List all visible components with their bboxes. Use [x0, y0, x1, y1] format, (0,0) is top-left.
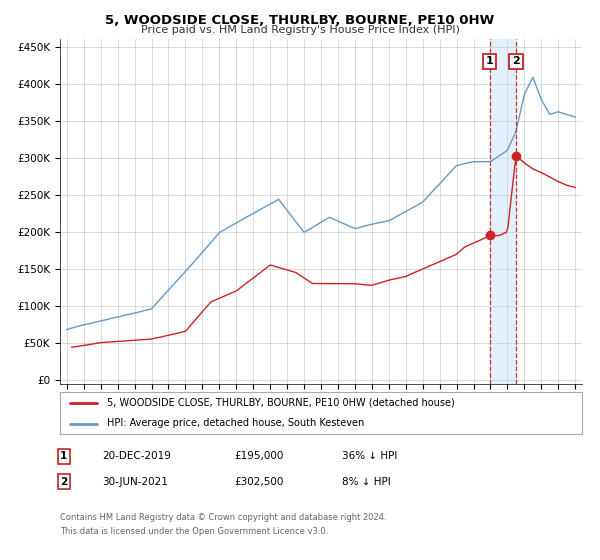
Text: 2: 2 [60, 477, 67, 487]
Text: Contains HM Land Registry data © Crown copyright and database right 2024.: Contains HM Land Registry data © Crown c… [60, 513, 386, 522]
Text: 20-DEC-2019: 20-DEC-2019 [102, 451, 171, 461]
Text: £195,000: £195,000 [234, 451, 283, 461]
Text: 5, WOODSIDE CLOSE, THURLBY, BOURNE, PE10 0HW (detached house): 5, WOODSIDE CLOSE, THURLBY, BOURNE, PE10… [107, 398, 455, 408]
Text: 1: 1 [486, 57, 494, 67]
Text: 36% ↓ HPI: 36% ↓ HPI [342, 451, 397, 461]
Text: Price paid vs. HM Land Registry's House Price Index (HPI): Price paid vs. HM Land Registry's House … [140, 25, 460, 35]
Text: This data is licensed under the Open Government Licence v3.0.: This data is licensed under the Open Gov… [60, 528, 328, 536]
Text: 8% ↓ HPI: 8% ↓ HPI [342, 477, 391, 487]
Text: 1: 1 [60, 451, 67, 461]
Text: 30-JUN-2021: 30-JUN-2021 [102, 477, 168, 487]
Text: 5, WOODSIDE CLOSE, THURLBY, BOURNE, PE10 0HW: 5, WOODSIDE CLOSE, THURLBY, BOURNE, PE10… [106, 14, 494, 27]
FancyBboxPatch shape [60, 392, 582, 434]
Bar [490, 39, 516, 384]
Text: 2: 2 [512, 57, 520, 67]
Text: HPI: Average price, detached house, South Kesteven: HPI: Average price, detached house, Sout… [107, 418, 364, 428]
Text: £302,500: £302,500 [234, 477, 283, 487]
